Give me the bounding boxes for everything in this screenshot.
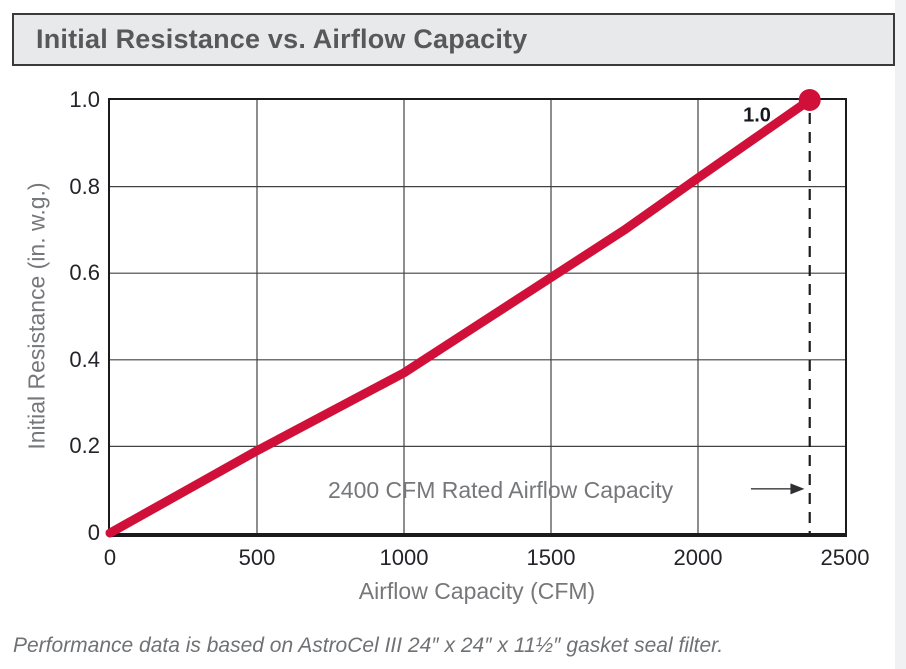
x-tick-label: 1000 — [379, 545, 429, 570]
y-tick-label: 0 — [87, 520, 100, 545]
plot-area — [108, 98, 847, 537]
x-tick-label: 1500 — [526, 545, 576, 570]
x-tick-label: 0 — [103, 545, 117, 570]
page-edge-strip — [895, 0, 906, 669]
chart-title: Initial Resistance vs. Airflow Capacity — [36, 24, 528, 54]
footnote: Performance data is based on AstroCel II… — [13, 634, 724, 657]
x-tick-label: 500 — [238, 545, 276, 570]
x-tick-label: 2000 — [673, 545, 723, 570]
y-axis-title: Initial Resistance (in. w.g.) — [23, 182, 50, 450]
y-tick-label: 0.6 — [69, 260, 100, 286]
rated-capacity-annotation: 2400 CFM Rated Airflow Capacity — [328, 477, 674, 503]
chart-title-bar: Initial Resistance vs. Airflow Capacity — [12, 13, 895, 66]
x-tick-label: 2500 — [820, 545, 870, 570]
y-tick-label: 0.2 — [69, 433, 100, 459]
x-axis-title: Airflow Capacity (CFM) — [358, 578, 596, 604]
y-tick-label: 1.0 — [69, 87, 100, 112]
y-tick-label: 0.8 — [69, 173, 100, 199]
y-tick-label: 0.4 — [69, 346, 100, 372]
endpoint-value-label: 1.0 — [743, 104, 771, 127]
